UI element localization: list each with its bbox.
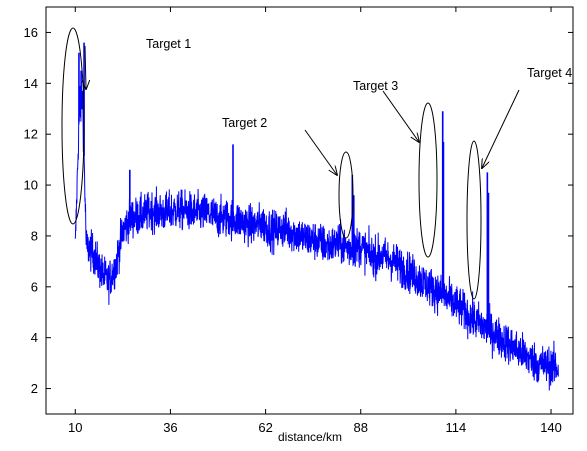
x-axis-label: distance/km	[278, 430, 342, 444]
target-ellipse	[61, 27, 85, 225]
y-tick-label: 2	[31, 381, 38, 396]
target-annotation: Target 4	[466, 66, 572, 300]
y-tick-label: 14	[24, 76, 38, 91]
target-label: Target 1	[146, 37, 191, 51]
x-axis-ticks: 10 36 62 88 114 140	[68, 7, 562, 435]
target-label: Target 3	[353, 79, 398, 93]
target-arrow	[482, 89, 520, 168]
x-tick-label: 114	[446, 420, 467, 435]
target-ellipse	[418, 102, 438, 258]
y-tick-label: 12	[24, 127, 38, 142]
x-tick-label: 10	[68, 420, 82, 435]
target-annotations: Target 1 Target 2 Target 3 Target 4	[61, 27, 572, 300]
target-annotation: Target 3	[353, 79, 438, 258]
y-tick-label: 16	[24, 25, 38, 40]
plot-background	[46, 7, 573, 414]
y-tick-label: 8	[31, 228, 38, 243]
x-tick-label: 36	[163, 420, 177, 435]
x-tick-label: 88	[354, 420, 368, 435]
x-tick-label: 62	[258, 420, 272, 435]
target-label: Target 4	[527, 66, 572, 80]
plot-frame	[45, 6, 574, 415]
target-label: Target 2	[222, 116, 267, 130]
target-ellipse	[338, 151, 354, 239]
target-ellipse	[466, 140, 482, 300]
target-arrow	[304, 129, 337, 175]
target-annotation: Target 1	[61, 27, 191, 225]
signal-trace-line	[74, 84, 559, 391]
y-tick-label: 10	[24, 178, 38, 193]
target-arrow	[85, 45, 86, 89]
y-tick-label: 6	[31, 279, 38, 294]
x-tick-label: 140	[540, 420, 562, 435]
target-annotation: Target 2	[222, 116, 354, 239]
target-arrow	[382, 90, 419, 142]
y-axis-ticks: 2 4 6 8 10 12 14 16	[24, 25, 573, 396]
y-tick-label: 4	[31, 330, 38, 345]
